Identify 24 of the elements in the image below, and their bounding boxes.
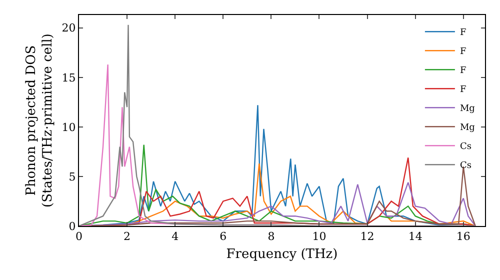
legend-label: F xyxy=(460,66,466,76)
y-tick-label: 5 xyxy=(68,170,76,184)
x-tick-label: 6 xyxy=(220,230,227,244)
line-series xyxy=(79,24,476,226)
x-tick-label: 14 xyxy=(408,230,422,244)
x-tick-label: 10 xyxy=(312,230,326,244)
x-tick-label: 4 xyxy=(172,230,179,244)
x-tick-label: 2 xyxy=(124,230,131,244)
y-tick-label: 20 xyxy=(62,22,76,35)
x-tick-label: 16 xyxy=(456,230,470,244)
legend-label: F xyxy=(460,28,466,38)
x-axis-title: Frequency (THz) xyxy=(226,246,338,262)
legend-label: Mg xyxy=(460,123,476,134)
y-tick-label: 10 xyxy=(62,120,76,134)
y-tick-label: 15 xyxy=(62,71,76,84)
legend-label: Mg xyxy=(460,104,476,114)
legend-label: F xyxy=(460,85,466,96)
y-tick-label: 0 xyxy=(68,220,76,233)
legend-label: F xyxy=(460,47,466,58)
legend-label: Cs xyxy=(460,142,472,152)
x-tick-label: 12 xyxy=(360,230,374,244)
y-axis-title: Phonon projected DOS (States/THz·primitive cell) xyxy=(24,33,56,208)
legend-label: Cs xyxy=(460,161,472,172)
x-tick-label: 8 xyxy=(268,230,275,244)
